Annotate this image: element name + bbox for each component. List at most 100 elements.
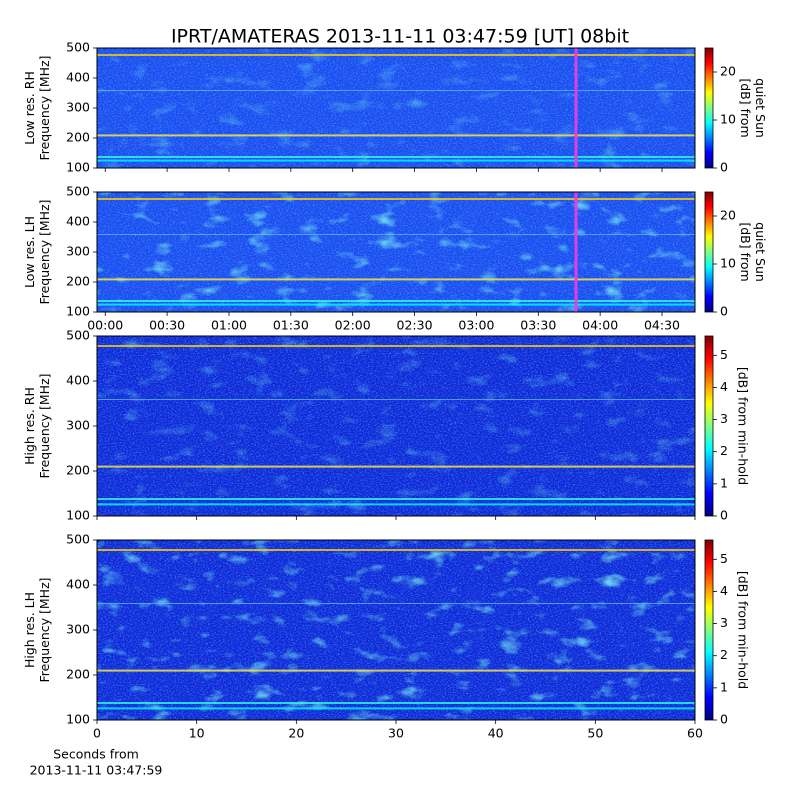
colorbar [704,191,714,313]
spectral-line [97,503,695,506]
colorbar-tick-label: 2 [720,443,728,458]
spectral-line [97,669,695,672]
spectral-line [97,707,695,710]
colorbar-tick-label: 4 [720,583,728,598]
y-tick-label: 200 [66,667,90,682]
spectrogram-bursts [97,540,695,720]
y-tick-label: 100 [66,508,90,523]
y-axis-label: High res. RH [22,387,37,465]
y-tick-label: 300 [66,622,90,637]
spectrogram-bursts [97,336,695,516]
colorbar-tick-label: 3 [720,615,728,630]
x-tick-label: 02:00 [335,318,371,333]
colorbar-label: [dB] from min-hold [736,571,751,689]
colorbar-label: [dB] from [738,78,753,137]
x-axis-label: Seconds from [53,747,139,762]
spectral-line [97,399,695,400]
y-tick-label: 100 [66,712,90,727]
spectral-line [97,549,695,551]
y-tick-label: 300 [66,100,90,115]
title: IPRT/AMATERAS 2013-11-11 03:47:59 [UT] 0… [171,26,629,48]
x-tick-label: 00:00 [87,318,123,333]
x-tick-label: 20 [288,726,304,741]
spectral-line [97,702,695,704]
x-tick-label: 0 [93,726,101,741]
colorbar-tick-label: 5 [720,347,728,362]
x-axis-label: 2013-11-11 03:47:59 [30,763,163,778]
y-tick-label: 400 [66,577,90,592]
y-tick-label: 400 [66,373,90,388]
colorbar-tick-label: 1 [720,679,728,694]
y-tick-label: 200 [66,274,90,289]
y-tick-label: 500 [66,184,90,199]
y-tick-label: 200 [66,130,90,145]
colorbar-tick-label: 3 [720,411,728,426]
x-tick-label: 10 [189,726,205,741]
spectral-line [97,134,695,137]
y-tick-label: 500 [66,328,90,343]
spectrogram-bursts [97,48,695,168]
spectral-line [97,234,695,235]
spectral-line [97,300,695,302]
colorbar [704,47,714,169]
colorbar-tick-label: 0 [720,160,728,175]
colorbar-label: [dB] from min-hold [736,367,751,485]
y-tick-label: 500 [66,532,90,547]
spectral-line [97,54,695,56]
colorbar-tick-label: 20 [720,64,736,79]
x-tick-label: 04:00 [582,318,618,333]
spectral-line [97,465,695,468]
spectral-line [97,278,695,281]
colorbar [704,539,714,721]
x-tick-label: 03:00 [458,318,494,333]
x-tick-label: 00:30 [149,318,185,333]
spectral-line [97,198,695,200]
colorbar-tick-label: 10 [720,112,736,127]
y-tick-label: 300 [66,418,90,433]
spectrogram-bursts [97,192,695,312]
colorbar-tick-label: 4 [720,379,728,394]
spectral-line [97,498,695,500]
x-tick-label: 50 [587,726,603,741]
y-axis-label: Frequency [MHz] [37,373,52,478]
y-axis-label: Frequency [MHz] [37,199,52,304]
x-tick-label: 04:30 [644,318,680,333]
colorbar-tick-label: 0 [720,712,728,727]
spectral-line [97,303,695,306]
colorbar-tick-label: 1 [720,475,728,490]
y-axis-label: Frequency [MHz] [37,577,52,682]
spectral-line [97,603,695,604]
y-tick-label: 200 [66,463,90,478]
colorbar-label: quiet Sun [753,222,768,282]
spectral-line [97,345,695,347]
y-tick-label: 100 [66,160,90,175]
y-tick-label: 400 [66,214,90,229]
y-axis-label: Low res. RH [22,71,37,145]
x-tick-label: 30 [388,726,404,741]
y-tick-label: 300 [66,244,90,259]
y-axis-label: High res. LH [22,592,37,668]
colorbar-tick-label: 5 [720,551,728,566]
x-tick-label: 02:30 [397,318,433,333]
spectral-line [97,90,695,91]
colorbar-tick-label: 2 [720,647,728,662]
x-tick-label: 01:00 [211,318,247,333]
spectral-line [97,159,695,162]
y-tick-label: 400 [66,70,90,85]
y-tick-label: 100 [66,304,90,319]
y-axis-label: Low res. LH [22,216,37,288]
x-tick-label: 01:30 [273,318,309,333]
spectral-line [97,156,695,158]
x-tick-label: 40 [488,726,504,741]
colorbar-tick-label: 0 [720,304,728,319]
colorbar [704,335,714,517]
x-tick-label: 60 [687,726,703,741]
colorbar-tick-label: 20 [720,208,736,223]
colorbar-tick-label: 0 [720,508,728,523]
colorbar-label: [dB] from [738,222,753,281]
y-axis-label: Frequency [MHz] [37,55,52,160]
colorbar-label: quiet Sun [753,78,768,138]
x-tick-label: 03:30 [520,318,556,333]
colorbar-tick-label: 10 [720,256,736,271]
